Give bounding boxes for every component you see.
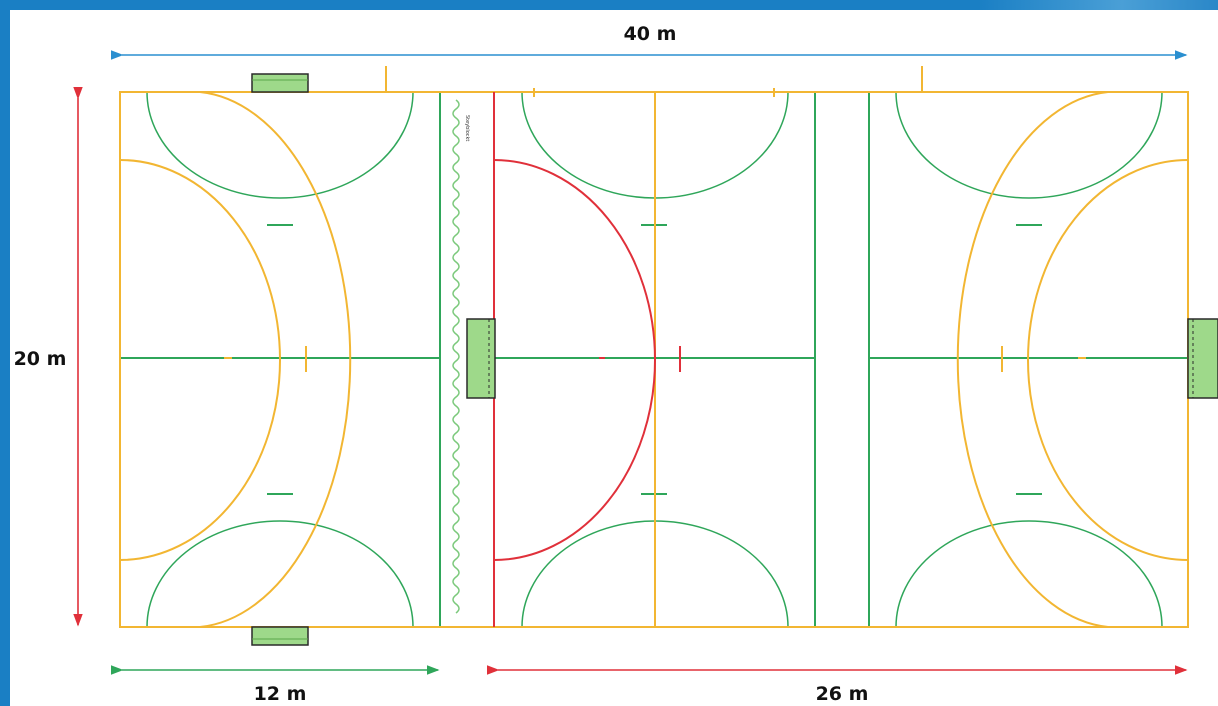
- right-free-throw-arc: [956, 91, 1109, 628]
- arc-bottom-right: [895, 520, 1163, 628]
- red-lines: [493, 92, 681, 627]
- right-goal-area-arc: [1027, 159, 1189, 561]
- goals: [251, 73, 1218, 646]
- zone-label: Steyblockt: [464, 115, 470, 141]
- width-label: 20 m: [14, 348, 67, 370]
- court: Steyblockt: [119, 66, 1218, 646]
- wavy-zone-line: [452, 99, 460, 614]
- length-label: 40 m: [624, 23, 677, 45]
- arc-top-left: [146, 91, 414, 199]
- goal-center: [466, 318, 496, 399]
- zone-b-label: 26 m: [816, 683, 869, 705]
- arc-top-right: [895, 91, 1163, 199]
- goal-bottom: [251, 626, 309, 646]
- left-free-throw-arc: [199, 91, 352, 628]
- zone-a-label: 12 m: [254, 683, 307, 705]
- arc-bottom-left: [146, 520, 414, 628]
- corner-decoration: [978, 0, 1218, 10]
- goal-top: [251, 73, 309, 93]
- red-goal-area-arc: [493, 159, 656, 561]
- left-goal-area-arc: [119, 159, 281, 561]
